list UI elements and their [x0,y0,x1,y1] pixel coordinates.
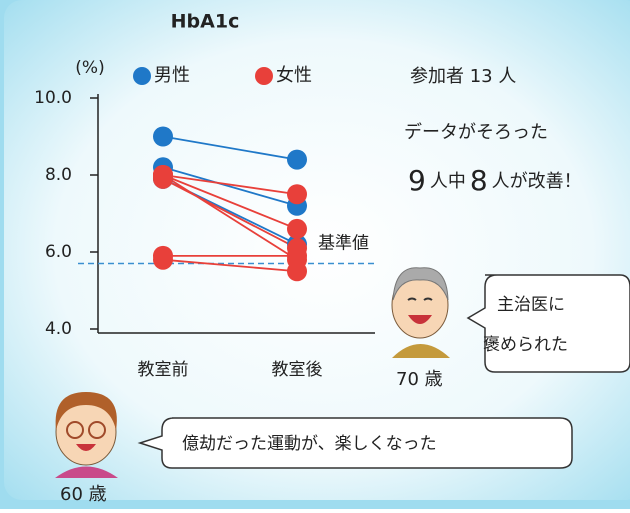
data-point [287,219,307,239]
infographic: HbA1c (%) 参加者 13 人 データがそろった 9人中8人が改善！ 主治… [0,0,630,509]
legend-label: 男性 [154,65,190,86]
legend-marker [133,67,151,85]
data-point [153,127,173,147]
y-tick-label: 4.0 [45,319,72,339]
speech-text: 主治医に [497,295,565,315]
legend-marker [255,67,273,85]
reference-label: 基準値 [318,234,369,254]
data-point [153,250,173,270]
page: {"chart_data": {"type": "line", "title":… [0,0,630,509]
speech-bubble [468,275,630,372]
legend-label: 女性 [276,65,312,86]
y-tick-label: 6.0 [45,242,72,262]
speech-text: 褒められた [483,335,568,355]
improved-count: 8 [470,164,488,197]
participants: 参加者 13 人 [410,66,516,87]
data-complete: データがそろった [404,122,548,143]
data-point [153,165,173,185]
age-label: 70 歳 [396,369,443,390]
data-point [287,261,307,281]
data-point [287,184,307,204]
improved-total: 9 [408,164,426,197]
speech-text: 億劫だった運動が、楽しくなった [182,434,437,454]
y-tick-label: 10.0 [34,88,72,108]
age-label: 60 歳 [60,484,107,505]
improved-mid: 人中 [430,171,466,192]
data-point [287,150,307,170]
improved-tail: 人が改善！ [492,171,582,192]
y-tick-label: 8.0 [45,165,72,185]
chart-title: HbA1c [171,11,240,33]
x-tick-label: 教室前 [138,360,189,380]
x-tick-label: 教室後 [272,360,323,380]
y-axis-unit: (%) [75,58,104,78]
